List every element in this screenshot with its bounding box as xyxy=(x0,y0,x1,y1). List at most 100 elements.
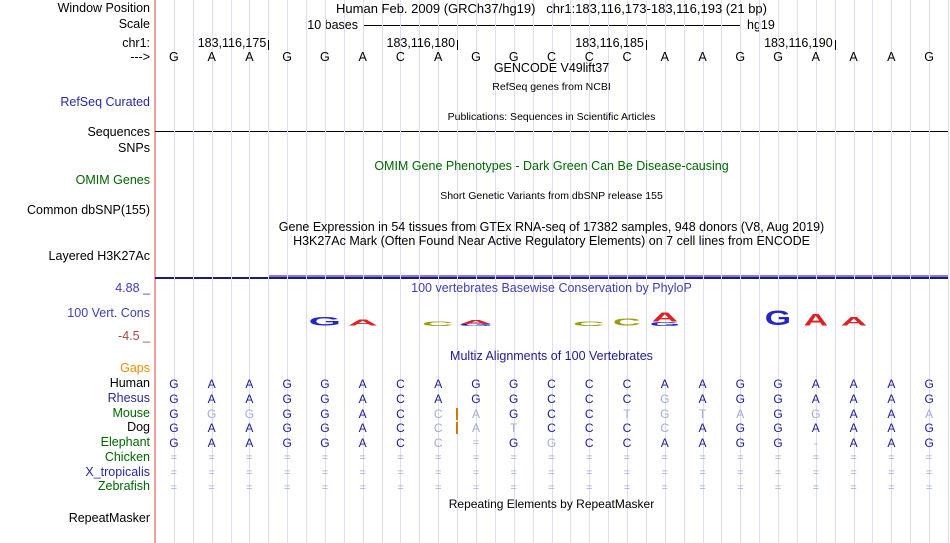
reference-base: C xyxy=(546,50,556,64)
alignment-base: C xyxy=(584,436,594,451)
reference-base: G xyxy=(508,50,519,64)
track-label-species-zebrafish[interactable]: Zebrafish xyxy=(97,479,150,493)
alignment-base: G xyxy=(509,406,519,421)
phylop-title[interactable]: 100 vertebrates Basewise Conservation by… xyxy=(411,281,692,295)
alignment-base: = xyxy=(623,452,631,464)
track-label-species-rhesus[interactable]: Rhesus xyxy=(107,391,150,405)
alignment-base: G xyxy=(320,391,330,406)
alignment-base: A xyxy=(736,406,745,421)
gridline xyxy=(891,0,893,543)
alignment-base: G xyxy=(169,421,179,436)
alignment-base: = xyxy=(699,452,706,464)
h3k27ac-title[interactable]: H3K27Ac Mark (Often Found Near Active Re… xyxy=(293,234,810,248)
track-label-species-elephant[interactable]: Elephant xyxy=(100,435,150,449)
alignment-base: = xyxy=(888,481,895,494)
ruler-coordinate: 183,116,175 xyxy=(197,36,267,50)
conservation-logo-letter: A xyxy=(803,309,829,330)
alignment-base: G xyxy=(811,406,821,421)
alignment-base: = xyxy=(283,481,291,494)
publications-title[interactable]: Publications: Sequences in Scientific Ar… xyxy=(447,111,656,123)
gridline xyxy=(664,0,666,543)
alignment-base: A xyxy=(887,436,896,451)
refseq-subtitle[interactable]: RefSeq genes from NCBI xyxy=(492,81,611,93)
reference-base: A xyxy=(660,50,669,64)
alignment-base: = xyxy=(208,466,215,479)
alignment-base: = xyxy=(850,466,857,479)
alignment-base: = xyxy=(434,481,442,494)
alignment-base: = xyxy=(434,452,442,464)
alignment-base: A xyxy=(849,377,858,391)
ruler-tick xyxy=(457,40,459,50)
track-label-repeatmasker[interactable]: RepeatMasker xyxy=(68,511,150,525)
alignment-base: C xyxy=(584,391,594,406)
alignment-base: = xyxy=(321,481,329,494)
conservation-logo-letter: A xyxy=(651,309,678,325)
alignment-base: = xyxy=(925,466,933,479)
alignment-base: C xyxy=(396,391,405,406)
ruler-tick xyxy=(834,40,836,50)
reference-base: A xyxy=(245,50,254,64)
alignment-base: A xyxy=(887,406,896,421)
alignment-base: G xyxy=(282,377,292,391)
omim-title[interactable]: OMIM Gene Phenotypes - Dark Green Can Be… xyxy=(374,159,729,173)
reference-base: G xyxy=(282,50,293,64)
gencode-title[interactable]: GENCODE V49lift37 xyxy=(493,61,610,75)
ruler-tick xyxy=(268,40,270,50)
alignment-base: = xyxy=(623,481,631,494)
assembly-label: hg19 xyxy=(747,18,775,32)
alignment-base: = xyxy=(774,481,782,494)
alignment-base: = xyxy=(472,481,480,494)
reference-base: A xyxy=(358,50,367,64)
track-label-omim-genes[interactable]: OMIM Genes xyxy=(75,173,150,187)
gridline xyxy=(872,0,874,543)
alignment-base: A xyxy=(358,436,367,451)
track-label-species-chicken[interactable]: Chicken xyxy=(104,450,150,464)
alignment-base: G xyxy=(320,436,330,451)
track-label-refseq-curated[interactable]: RefSeq Curated xyxy=(60,95,150,109)
track-label-species-mouse[interactable]: Mouse xyxy=(112,406,150,420)
gridline xyxy=(343,0,345,543)
track-label-species-human[interactable]: Human xyxy=(109,376,150,390)
gridline xyxy=(853,0,855,543)
track-label-species-x-tropicalis[interactable]: X_tropicalis xyxy=(85,465,150,479)
track-label-snps[interactable]: SNPs xyxy=(118,141,150,155)
multiz-title[interactable]: Multiz Alignments of 100 Vertebrates xyxy=(450,349,653,363)
alignment-base: G xyxy=(282,391,292,406)
alignment-base: G xyxy=(169,436,179,451)
gridline xyxy=(173,0,175,543)
track-label-sequences[interactable]: Sequences xyxy=(87,125,150,139)
repeatmasker-title[interactable]: Repeating Elements by RepeatMasker xyxy=(448,497,655,511)
alignment-base: C xyxy=(622,391,632,406)
alignment-base: A xyxy=(849,421,858,436)
alignment-base: G xyxy=(546,436,557,451)
gridline xyxy=(796,0,798,543)
gridline xyxy=(589,0,591,543)
gridline xyxy=(759,0,761,543)
alignment-base: = xyxy=(472,466,480,479)
alignment-base: = xyxy=(170,466,178,479)
browser-position-title: Human Feb. 2009 (GRCh37/hg19) chr1:183,1… xyxy=(336,1,767,16)
gtex-title[interactable]: Gene Expression in 54 tissues from GTEx … xyxy=(278,220,825,234)
alignment-base: = xyxy=(321,452,329,464)
alignment-base: G xyxy=(660,406,670,421)
alignment-base: = xyxy=(397,481,404,494)
track-label-cons-track[interactable]: 100 Vert. Cons xyxy=(67,306,150,320)
alignment-base: G xyxy=(320,406,330,421)
alignment-base: = xyxy=(774,452,782,464)
alignment-base: A xyxy=(207,377,216,391)
alignment-base: A xyxy=(245,377,254,391)
track-label-layered-h3k27ac[interactable]: Layered H3K27Ac xyxy=(48,249,150,263)
alignment-base: T xyxy=(510,421,518,436)
dbsnp-subtitle[interactable]: Short Genetic Variants from dbSNP releas… xyxy=(440,190,663,202)
alignment-base: = xyxy=(737,481,744,494)
alignment-base: G xyxy=(509,391,519,406)
alignment-base: G xyxy=(169,377,179,391)
alignment-base: C xyxy=(622,421,632,436)
track-label-gaps[interactable]: Gaps xyxy=(120,361,150,375)
alignment-base: = xyxy=(699,466,706,479)
track-label-strand-arrow: ---> xyxy=(130,50,150,64)
alignment-base: = xyxy=(283,452,291,464)
track-label-species-dog[interactable]: Dog xyxy=(127,420,150,434)
reference-base: A xyxy=(434,50,443,64)
track-label-common-dbsnp[interactable]: Common dbSNP(155) xyxy=(27,203,150,217)
